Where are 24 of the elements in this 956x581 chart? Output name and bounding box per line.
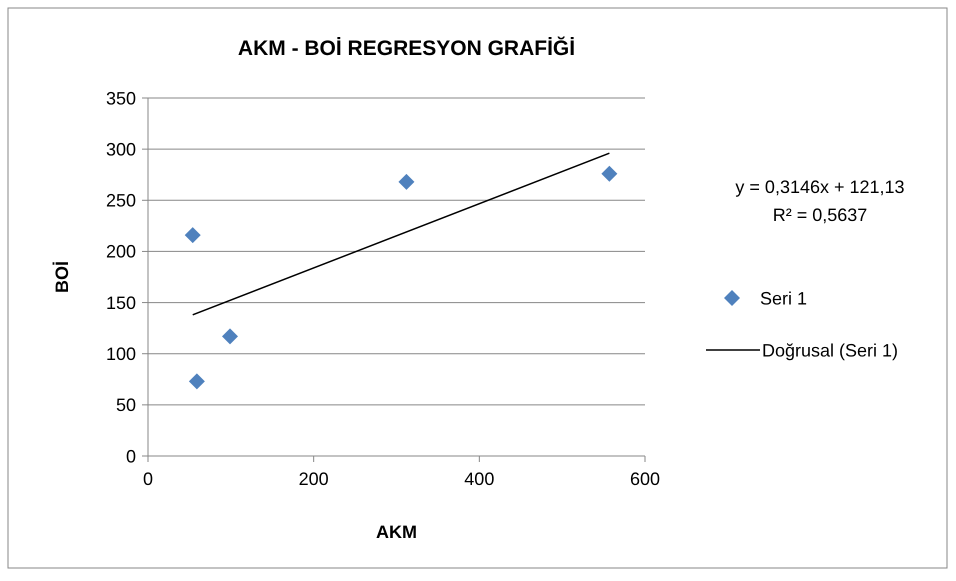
point bbox=[398, 174, 414, 190]
x-tick-label: 400 bbox=[464, 469, 494, 489]
point bbox=[188, 373, 205, 390]
y-tick-label: 200 bbox=[106, 242, 136, 262]
y-tick-label: 250 bbox=[106, 190, 136, 211]
x-tick-label: 0 bbox=[142, 469, 154, 489]
y-axis-title: BOİ bbox=[52, 260, 72, 294]
text: R² = 0,5637 bbox=[772, 205, 868, 225]
text: y = 0,3146x + 121,13 bbox=[735, 177, 905, 197]
y-tick-label: 50 bbox=[116, 395, 136, 416]
y-tick-label: 350 bbox=[106, 88, 136, 108]
x-tick-label: 600 bbox=[630, 469, 660, 489]
y-tick-label: 100 bbox=[106, 344, 136, 364]
legend-label: Doğrusal (Seri 1) bbox=[762, 340, 898, 360]
x-tick-label: 200 bbox=[298, 469, 329, 489]
y-tick-label: 150 bbox=[106, 292, 136, 313]
chart-title: AKM - BOİ REGRESYON GRAFİĞİ bbox=[238, 36, 576, 60]
legend-label: Seri 1 bbox=[760, 288, 808, 308]
x-axis-title: AKM bbox=[376, 522, 417, 542]
y-tick-label: 300 bbox=[106, 139, 136, 160]
point bbox=[222, 328, 238, 344]
point bbox=[601, 166, 618, 182]
point bbox=[184, 227, 201, 244]
y-tick-label: 0 bbox=[126, 446, 136, 466]
